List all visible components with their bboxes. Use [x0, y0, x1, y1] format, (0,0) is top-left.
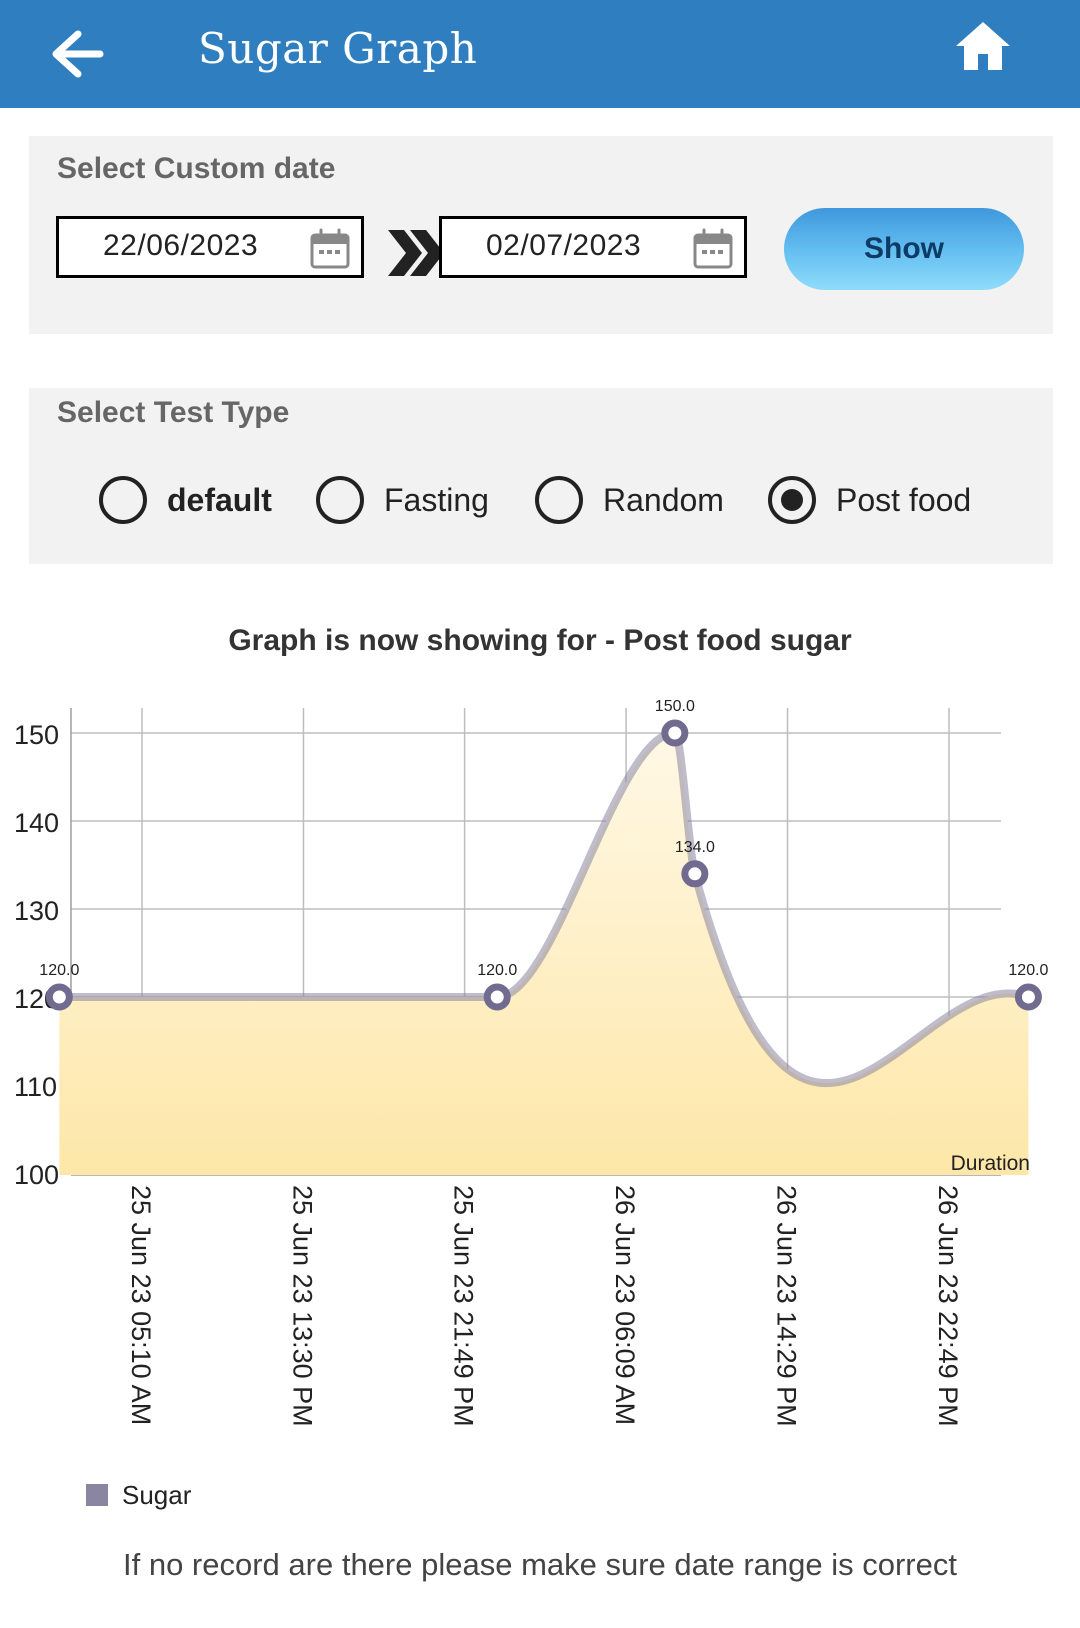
- calendar-icon: [693, 228, 733, 269]
- to-date-value: 02/07/2023: [486, 229, 642, 262]
- x-tick-label: 25 Jun 23 13:30 PM: [287, 1185, 317, 1427]
- test-type-title: Select Test Type: [57, 396, 290, 429]
- data-label: 120.0: [1008, 962, 1048, 979]
- double-chevron-right-icon: [388, 230, 444, 276]
- y-tick-label: 110: [14, 1072, 57, 1102]
- chart-legend: Sugar: [86, 1475, 191, 1515]
- from-date-field[interactable]: 22/06/2023: [56, 216, 364, 278]
- x-tick-label: 26 Jun 23 22:49 PM: [933, 1185, 963, 1427]
- radio-random[interactable]: Random: [535, 472, 724, 528]
- radio-fasting[interactable]: Fasting: [316, 472, 489, 528]
- app-bar: Sugar Graph: [0, 0, 1080, 108]
- test-type-panel: Select Test Type default Fasting Random …: [29, 388, 1053, 564]
- back-button[interactable]: [48, 28, 112, 80]
- data-label: 134.0: [675, 839, 715, 856]
- radio-label-post-food: Post food: [836, 481, 972, 518]
- radio-button-selected[interactable]: [768, 476, 816, 524]
- graph-heading: Graph is now showing for - Post food sug…: [228, 624, 852, 657]
- custom-date-title: Select Custom date: [57, 152, 336, 185]
- x-tick-label: 25 Jun 23 05:10 AM: [126, 1185, 156, 1425]
- y-tick-label: 150: [14, 720, 59, 750]
- from-date-value: 22/06/2023: [103, 229, 259, 262]
- custom-date-panel: Select Custom date 22/06/2023 02/07/2023: [29, 136, 1053, 334]
- calendar-icon: [310, 228, 350, 269]
- radio-label-default: default: [167, 481, 272, 518]
- to-date-field[interactable]: 02/07/2023: [439, 216, 747, 278]
- radio-label-fasting: Fasting: [384, 481, 489, 518]
- x-axis-title: Duration: [951, 1152, 1030, 1175]
- radio-button[interactable]: [99, 476, 147, 524]
- y-tick-label: 140: [14, 808, 59, 838]
- radio-default[interactable]: default: [99, 472, 272, 528]
- data-point: [45, 983, 73, 1011]
- show-button[interactable]: Show: [784, 208, 1024, 290]
- page-title: Sugar Graph: [198, 24, 478, 73]
- data-point: [1014, 983, 1042, 1011]
- legend-label: Sugar: [122, 1479, 192, 1510]
- radio-label-random: Random: [603, 481, 724, 518]
- radio-button[interactable]: [535, 476, 583, 524]
- data-point: [661, 719, 689, 747]
- x-tick-label: 26 Jun 23 06:09 AM: [610, 1185, 640, 1425]
- data-point: [483, 983, 511, 1011]
- radio-post-food[interactable]: Post food: [768, 472, 971, 528]
- arrow-left-icon: [52, 30, 104, 78]
- y-tick-label: 130: [14, 896, 59, 926]
- legend-swatch: [86, 1484, 108, 1506]
- home-button[interactable]: [952, 18, 1014, 74]
- data-label: 120.0: [477, 962, 517, 979]
- x-tick-label: 25 Jun 23 21:49 PM: [449, 1185, 479, 1427]
- radio-button[interactable]: [316, 476, 364, 524]
- y-tick-label: 100: [14, 1160, 59, 1190]
- x-tick-label: 26 Jun 23 14:29 PM: [772, 1185, 802, 1427]
- home-icon: [956, 22, 1010, 70]
- data-label: 120.0: [39, 962, 79, 979]
- footer-note: If no record are there please make sure …: [123, 1547, 957, 1582]
- data-label: 150.0: [655, 700, 695, 715]
- data-point: [681, 860, 709, 888]
